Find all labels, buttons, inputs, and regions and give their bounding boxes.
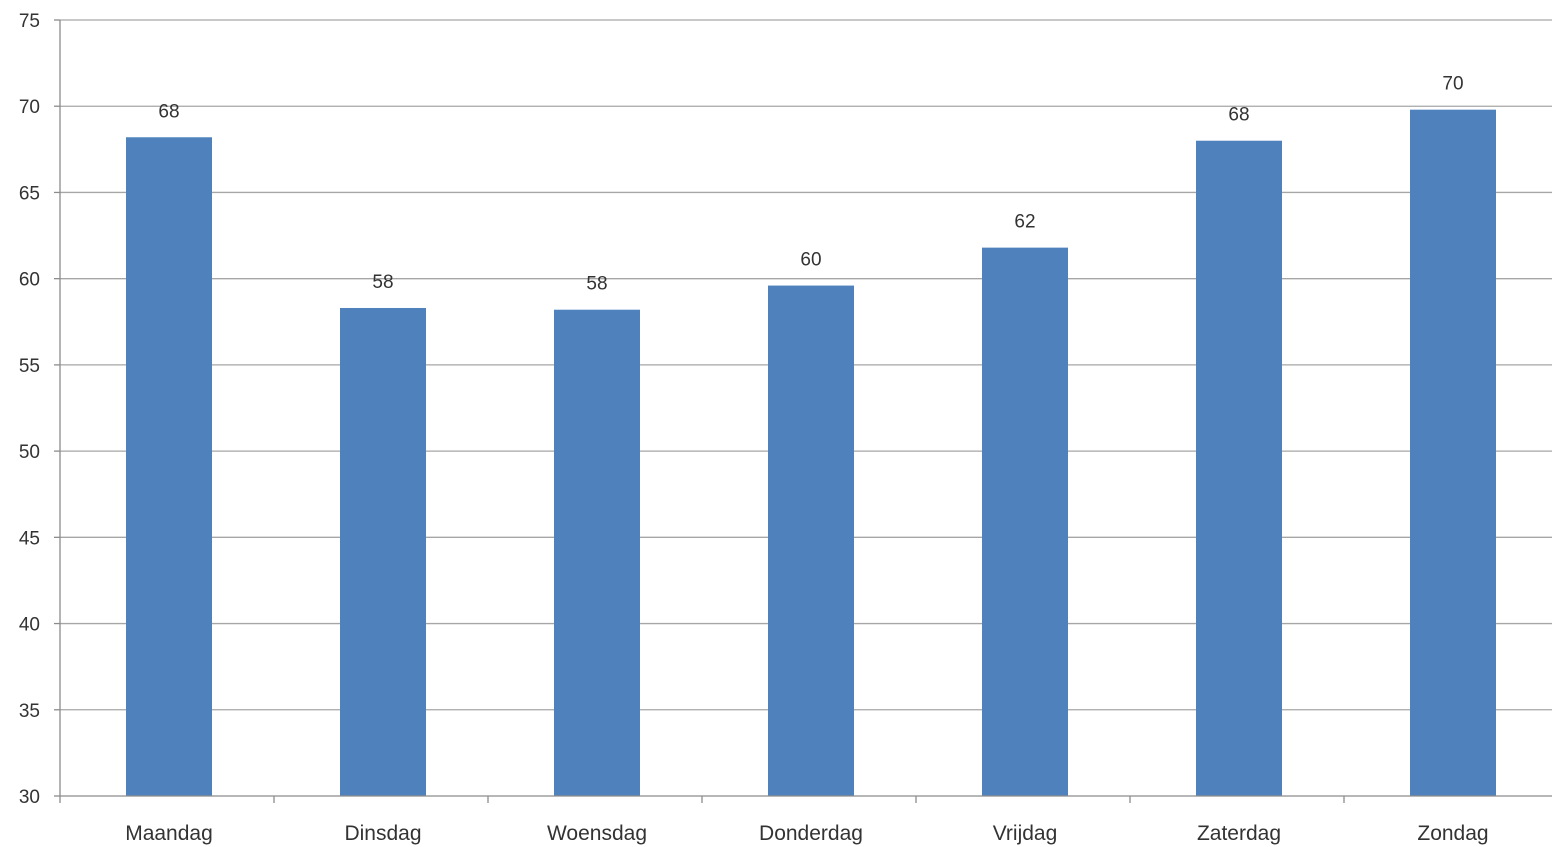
axes: [54, 19, 1552, 803]
bar-zondag: [1410, 109, 1496, 796]
y-tick-label: 30: [19, 787, 40, 808]
x-tick-label-dinsdag: Dinsdag: [344, 822, 421, 845]
x-tick-label-zondag: Zondag: [1417, 822, 1488, 845]
y-tick-label: 50: [19, 442, 40, 463]
data-label-zaterdag: 68: [1228, 105, 1249, 126]
y-tick-label: 65: [19, 183, 40, 204]
y-tick-label: 55: [19, 356, 40, 377]
y-tick-label: 45: [19, 528, 40, 549]
x-tick-label-woensdag: Woensdag: [547, 822, 647, 845]
y-tick-label: 70: [19, 97, 40, 118]
bar-dinsdag: [340, 307, 426, 796]
bars: [126, 109, 1496, 797]
x-tick-label-zaterdag: Zaterdag: [1197, 822, 1281, 845]
x-tick-label-maandag: Maandag: [125, 822, 213, 845]
data-label-woensdag: 58: [586, 274, 607, 295]
y-tick-label: 40: [19, 615, 40, 636]
x-tick-label-donderdag: Donderdag: [759, 822, 863, 845]
data-label-donderdag: 60: [800, 250, 821, 271]
labels: 30 35 40 45 50 55 60 65 70 75 68 Maandag 58 Dinsdag 58…: [19, 11, 1489, 845]
y-tick-label: 75: [19, 11, 40, 32]
x-tick-label-vrijdag: Vrijdag: [993, 822, 1058, 845]
data-label-zondag: 70: [1442, 74, 1463, 95]
y-tick-label: 60: [19, 270, 40, 291]
bar-vrijdag: [982, 247, 1068, 797]
y-tick-label: 35: [19, 701, 40, 722]
data-label-vrijdag: 62: [1014, 212, 1035, 233]
data-label-maandag: 68: [158, 101, 179, 122]
bar-zaterdag: [1196, 140, 1282, 796]
data-label-dinsdag: 58: [372, 272, 393, 293]
bar-maandag: [126, 137, 212, 797]
bar-woensdag: [554, 309, 640, 796]
bar-donderdag: [768, 285, 854, 796]
